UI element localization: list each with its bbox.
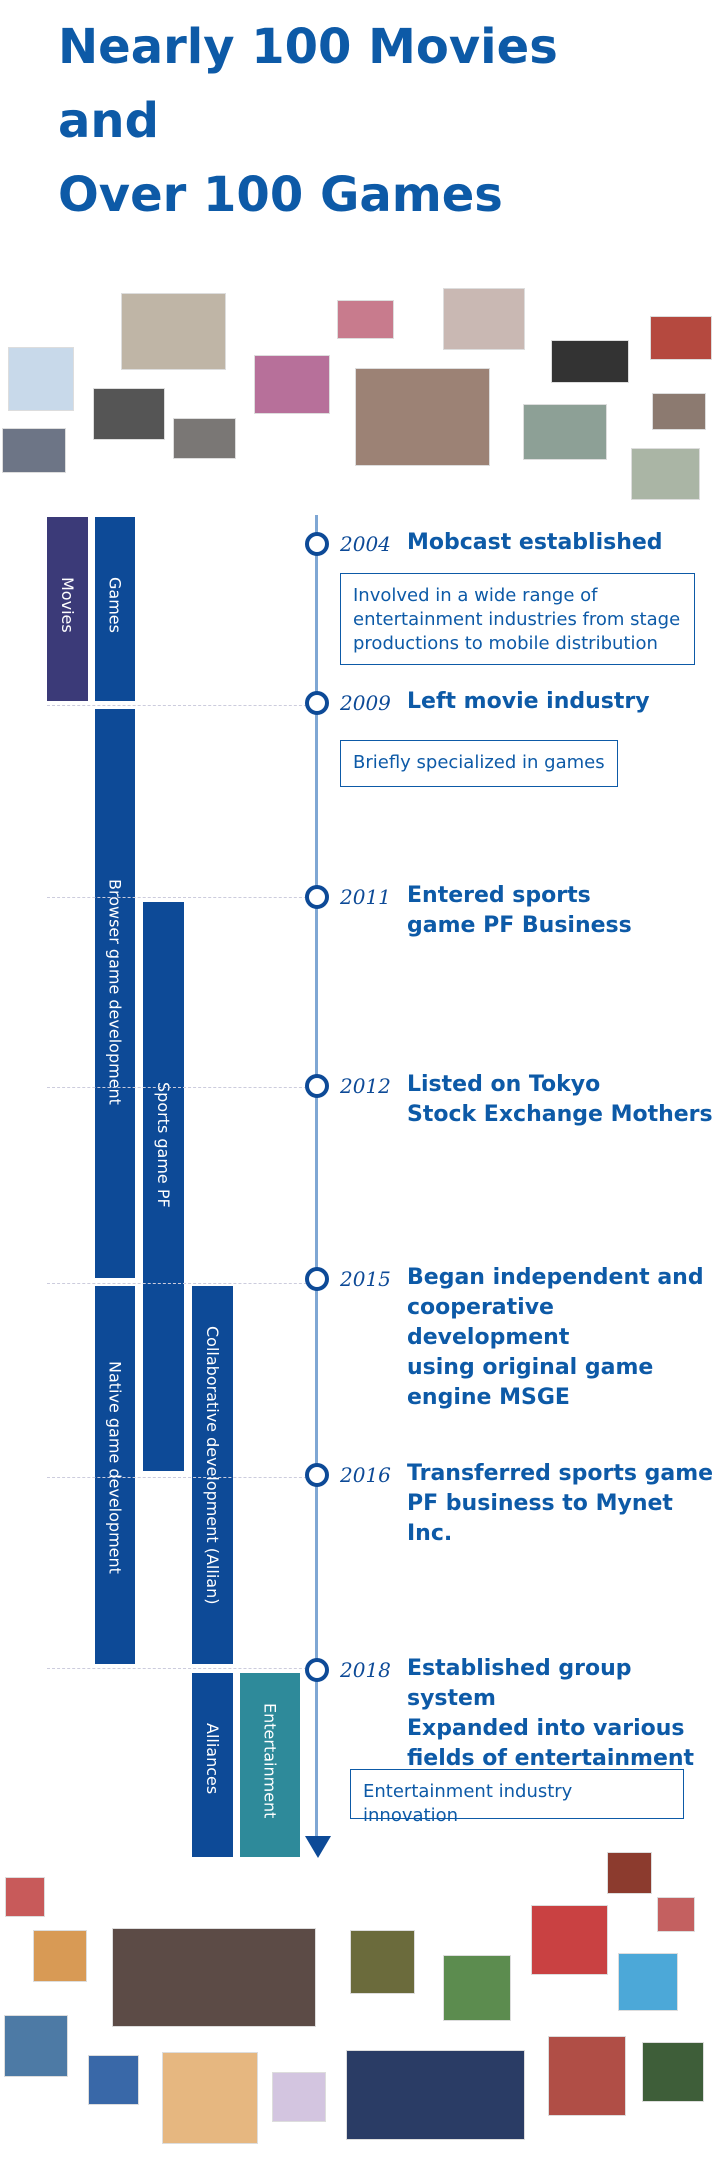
- timeline-dot: [305, 1658, 329, 1682]
- event-note: Entertainment industry innovation: [350, 1769, 684, 1826]
- timeline-axis: [315, 515, 318, 1848]
- event-title-line: Entered sports: [407, 883, 591, 908]
- event-title-line: fields of entertainment: [407, 1746, 695, 1771]
- timeline-dot: [305, 691, 329, 715]
- event-title: Established group system Expanded into va…: [407, 1654, 717, 1774]
- event-title-line: Left movie industry: [407, 689, 650, 714]
- event-title-line: Stock Exchange Mothers: [407, 1102, 713, 1127]
- event-year: 2016: [340, 1463, 391, 1487]
- label: Collaborative development (Allian): [203, 1326, 222, 1605]
- event-note: Briefly specialized in games: [340, 740, 618, 787]
- bar: Sports game PF: [143, 902, 184, 1471]
- timeline-dot: [305, 885, 329, 909]
- title-line: Nearly 100 Movies: [58, 19, 558, 75]
- label: Entertainment: [260, 1703, 280, 1819]
- event-title: Mobcast established: [407, 528, 663, 558]
- label: Sports game PF: [154, 1082, 173, 1208]
- event-year: 2004: [340, 532, 391, 556]
- event-title-line: PF business to Mynet Inc.: [407, 1491, 673, 1546]
- bar: Collaborative development (Allian): [192, 1286, 233, 1664]
- event-title-line: Transferred sports game: [407, 1461, 714, 1486]
- bar: Movies: [47, 517, 88, 701]
- event-title: Entered sports game PF Business: [407, 881, 632, 941]
- event-title-line: Listed on Tokyo: [407, 1072, 601, 1097]
- timeline-dot: [305, 532, 329, 556]
- event-title: Began independent and cooperative develop…: [407, 1263, 717, 1413]
- event-title: Listed on Tokyo Stock Exchange Mothers: [407, 1070, 713, 1130]
- bar: Alliances: [192, 1673, 233, 1857]
- title-line: and: [58, 93, 159, 149]
- event-year: 2009: [340, 691, 391, 715]
- timeline-dot: [305, 1267, 329, 1291]
- timeline-dot: [305, 1074, 329, 1098]
- arrow: [305, 1836, 331, 1858]
- label: Movies: [58, 577, 77, 633]
- event-title-line: Expanded into various: [407, 1716, 685, 1741]
- event-year: 2011: [340, 885, 391, 909]
- bar: Browser game development: [95, 709, 135, 1278]
- event-title-line: Began independent and: [407, 1265, 704, 1290]
- event-title-line: Mobcast established: [407, 530, 663, 555]
- event-title-line: engine MSGE: [407, 1385, 570, 1410]
- event-year: 2018: [340, 1658, 391, 1682]
- event-title: Left movie industry: [407, 687, 650, 717]
- event-year: 2012: [340, 1074, 391, 1098]
- label: Alliances: [203, 1723, 222, 1795]
- timeline-dot: [305, 1463, 329, 1487]
- label: Browser game development: [105, 879, 125, 1105]
- event-note: Involved in a wide range of entertainmen…: [340, 573, 695, 665]
- title: Nearly 100 Movies and Over 100 Games: [58, 10, 558, 232]
- event-title-line: using original game: [407, 1355, 654, 1380]
- event-title-line: Established group system: [407, 1656, 632, 1711]
- event-title: Transferred sports game PF business to My…: [407, 1459, 717, 1549]
- bar: Native game development: [95, 1286, 135, 1664]
- label: Native game development: [105, 1361, 125, 1574]
- event-title-line: game PF Business: [407, 913, 632, 938]
- event-title-line: cooperative development: [407, 1295, 570, 1350]
- event-year: 2015: [340, 1267, 391, 1291]
- bar: Entertainment: [240, 1673, 300, 1857]
- bar: Games: [95, 517, 135, 701]
- label: Games: [105, 577, 125, 633]
- title-line: Over 100 Games: [58, 167, 503, 223]
